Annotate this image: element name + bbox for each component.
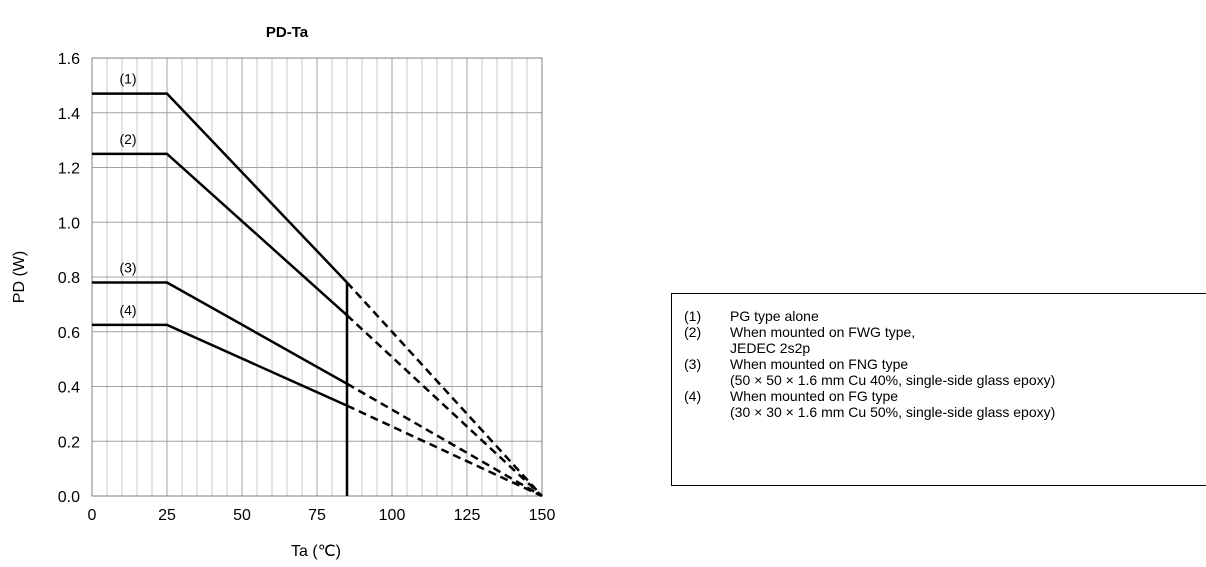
x-tick-label: 25: [158, 507, 176, 524]
x-tick-label: 50: [233, 507, 251, 524]
legend-box: (1) PG type alone (2) When mounted on FWG …: [671, 293, 1206, 486]
grid-lines: [91, 57, 543, 497]
pd-ta-chart: 0 25 50 75 100 125 150 0.0 0.2 0.4 0.6 0.8 1.0 1.2 1.4…: [11, 24, 556, 560]
y-tick-label: 1.0: [58, 215, 80, 232]
legend-entry-2: (2) When mounted on FWG type, JEDEC 2s2p: [684, 324, 915, 356]
legend-entry-3: (3) When mounted on FNG type (50 × 50 × 1.…: [684, 356, 1055, 388]
legend-number: (4): [684, 388, 702, 404]
legend-text: PG type alone: [730, 308, 819, 324]
axes: 0 25 50 75 100 125 150 0.0 0.2 0.4 0.6 0.8 1.0 1.2 1.4…: [58, 51, 556, 524]
legend-number: (3): [684, 356, 702, 372]
series-line-dashed: [346, 314, 543, 497]
y-tick-label: 0.2: [58, 434, 80, 451]
x-tick-label: 100: [379, 507, 406, 524]
y-tick-label: 0.0: [58, 489, 80, 506]
chart-title: PD-Ta: [266, 24, 309, 41]
y-tick-label: 1.2: [58, 161, 80, 178]
legend-text: (30 × 30 × 1.6 mm Cu 50%, single-side gl…: [730, 404, 1056, 420]
series-label: (3): [119, 259, 136, 275]
x-tick-label: 125: [454, 507, 481, 524]
y-axis-label: PD (W): [11, 251, 28, 303]
y-tick-label: 1.4: [58, 106, 80, 123]
legend-text: JEDEC 2s2p: [730, 340, 811, 356]
legend-text: (50 × 50 × 1.6 mm Cu 40%, single-side gl…: [730, 372, 1056, 388]
y-tick-label: 1.6: [58, 51, 80, 68]
series-lines: (1) (2) (3) (4): [92, 71, 543, 498]
series-line-solid: [92, 92, 348, 284]
x-tick-label: 0: [88, 507, 97, 524]
y-tick-label: 0.6: [58, 325, 80, 342]
legend-number: (1): [684, 308, 702, 324]
legend-number: (2): [684, 324, 702, 340]
legend-entry-1: (1) PG type alone: [684, 308, 819, 324]
series-line-solid: [92, 323, 348, 407]
x-tick-label: 150: [529, 507, 556, 524]
series-line-dashed: [346, 281, 543, 497]
x-tick-label: 75: [308, 507, 326, 524]
y-tick-label: 0.4: [58, 380, 80, 397]
series-label: (1): [119, 71, 136, 87]
series-label: (2): [119, 131, 136, 147]
legend-entry-4: (4) When mounted on FG type (30 × 30 × 1.6…: [684, 388, 1055, 420]
series-line-dashed: [346, 382, 543, 498]
legend-text: When mounted on FG type: [730, 388, 899, 404]
series-line-solid: [92, 152, 348, 317]
legend-text: When mounted on FNG type: [730, 356, 909, 372]
y-tick-label: 0.8: [58, 270, 80, 287]
series-label: (4): [119, 302, 136, 318]
x-axis-label: Ta (℃): [291, 543, 341, 560]
series-line-dashed: [346, 404, 543, 498]
legend-text: When mounted on FWG type,: [730, 324, 916, 340]
series-line-solid: [92, 281, 348, 385]
plot-frame: [91, 57, 543, 497]
